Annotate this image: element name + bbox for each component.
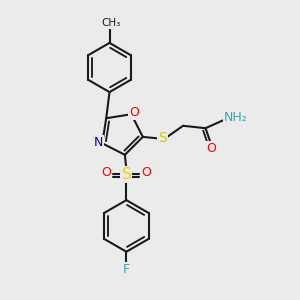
Text: O: O xyxy=(207,142,217,155)
Text: O: O xyxy=(142,166,152,179)
Text: S: S xyxy=(158,131,167,146)
Text: N: N xyxy=(94,136,103,148)
Text: O: O xyxy=(101,166,111,179)
Text: NH₂: NH₂ xyxy=(224,112,248,124)
Text: CH₃: CH₃ xyxy=(101,18,121,28)
Text: O: O xyxy=(129,106,139,119)
Text: F: F xyxy=(123,262,130,276)
Text: S: S xyxy=(122,167,131,182)
